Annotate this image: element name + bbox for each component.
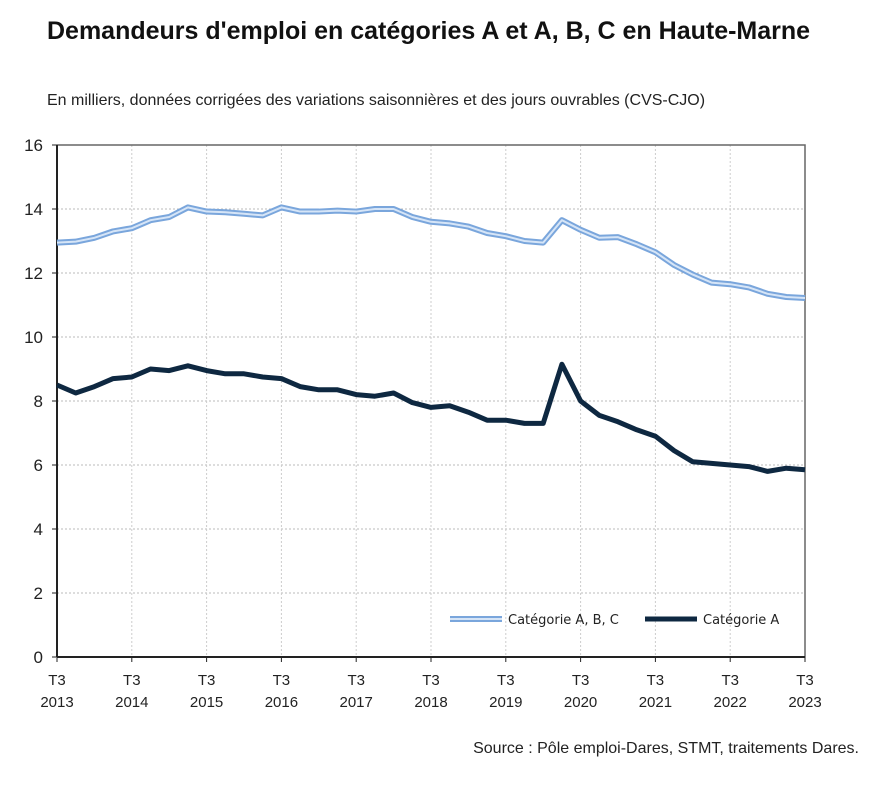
y-tick-label: 6 — [34, 456, 43, 475]
y-tick-label: 2 — [34, 584, 43, 603]
y-tick-label: 8 — [34, 392, 43, 411]
x-tick-year: 2013 — [40, 694, 73, 711]
x-tick-quarter: T3 — [796, 672, 814, 689]
x-tick-label: T3 2017 — [340, 672, 373, 711]
x-tick-quarter: T3 — [123, 672, 141, 689]
x-tick-year: 2017 — [340, 694, 373, 711]
x-tick-quarter: T3 — [422, 672, 440, 689]
x-tick-quarter: T3 — [198, 672, 216, 689]
x-tick-quarter: T3 — [721, 672, 739, 689]
y-tick-label: 16 — [24, 136, 43, 155]
x-tick-year: 2014 — [115, 694, 148, 711]
x-tick-label: T3 2014 — [115, 672, 148, 711]
legend-label: Catégorie A — [703, 613, 779, 628]
x-tick-year: 2020 — [564, 694, 597, 711]
x-tick-year: 2021 — [639, 694, 672, 711]
x-tick-year: 2019 — [489, 694, 522, 711]
y-tick-label: 12 — [24, 264, 43, 283]
x-tick-year: 2022 — [714, 694, 747, 711]
x-tick-label: T3 2018 — [414, 672, 447, 711]
x-tick-quarter: T3 — [273, 672, 291, 689]
x-tick-year: 2018 — [414, 694, 447, 711]
x-tick-label: T3 2022 — [714, 672, 747, 711]
x-tick-label: T3 2015 — [190, 672, 223, 711]
chart-source: Source : Pôle emploi-Dares, STMT, traite… — [473, 740, 859, 757]
x-tick-label: T3 2016 — [265, 672, 298, 711]
x-tick-year: 2023 — [788, 694, 821, 711]
x-tick-label: T3 2019 — [489, 672, 522, 711]
y-tick-label: 14 — [24, 200, 43, 219]
x-tick-label: T3 2023 — [788, 672, 821, 711]
x-tick-year: 2015 — [190, 694, 223, 711]
x-tick-year: 2016 — [265, 694, 298, 711]
chart-subtitle: En milliers, données corrigées des varia… — [47, 92, 706, 109]
chart-title: Demandeurs d'emploi en catégories A et A… — [47, 17, 811, 45]
y-tick-label: 10 — [24, 328, 43, 347]
series-line-abc — [56, 206, 806, 299]
x-tick-quarter: T3 — [48, 672, 66, 689]
y-tick-label: 0 — [34, 648, 43, 667]
x-tick-quarter: T3 — [347, 672, 365, 689]
x-tick-quarter: T3 — [647, 672, 665, 689]
x-tick-label: T3 2013 — [40, 672, 73, 711]
x-tick-quarter: T3 — [572, 672, 590, 689]
x-tick-label: T3 2021 — [639, 672, 672, 711]
y-tick-label: 4 — [34, 520, 43, 539]
x-tick-quarter: T3 — [497, 672, 515, 689]
legend-label: Catégorie A, B, C — [508, 613, 619, 628]
x-tick-label: T3 2020 — [564, 672, 597, 711]
